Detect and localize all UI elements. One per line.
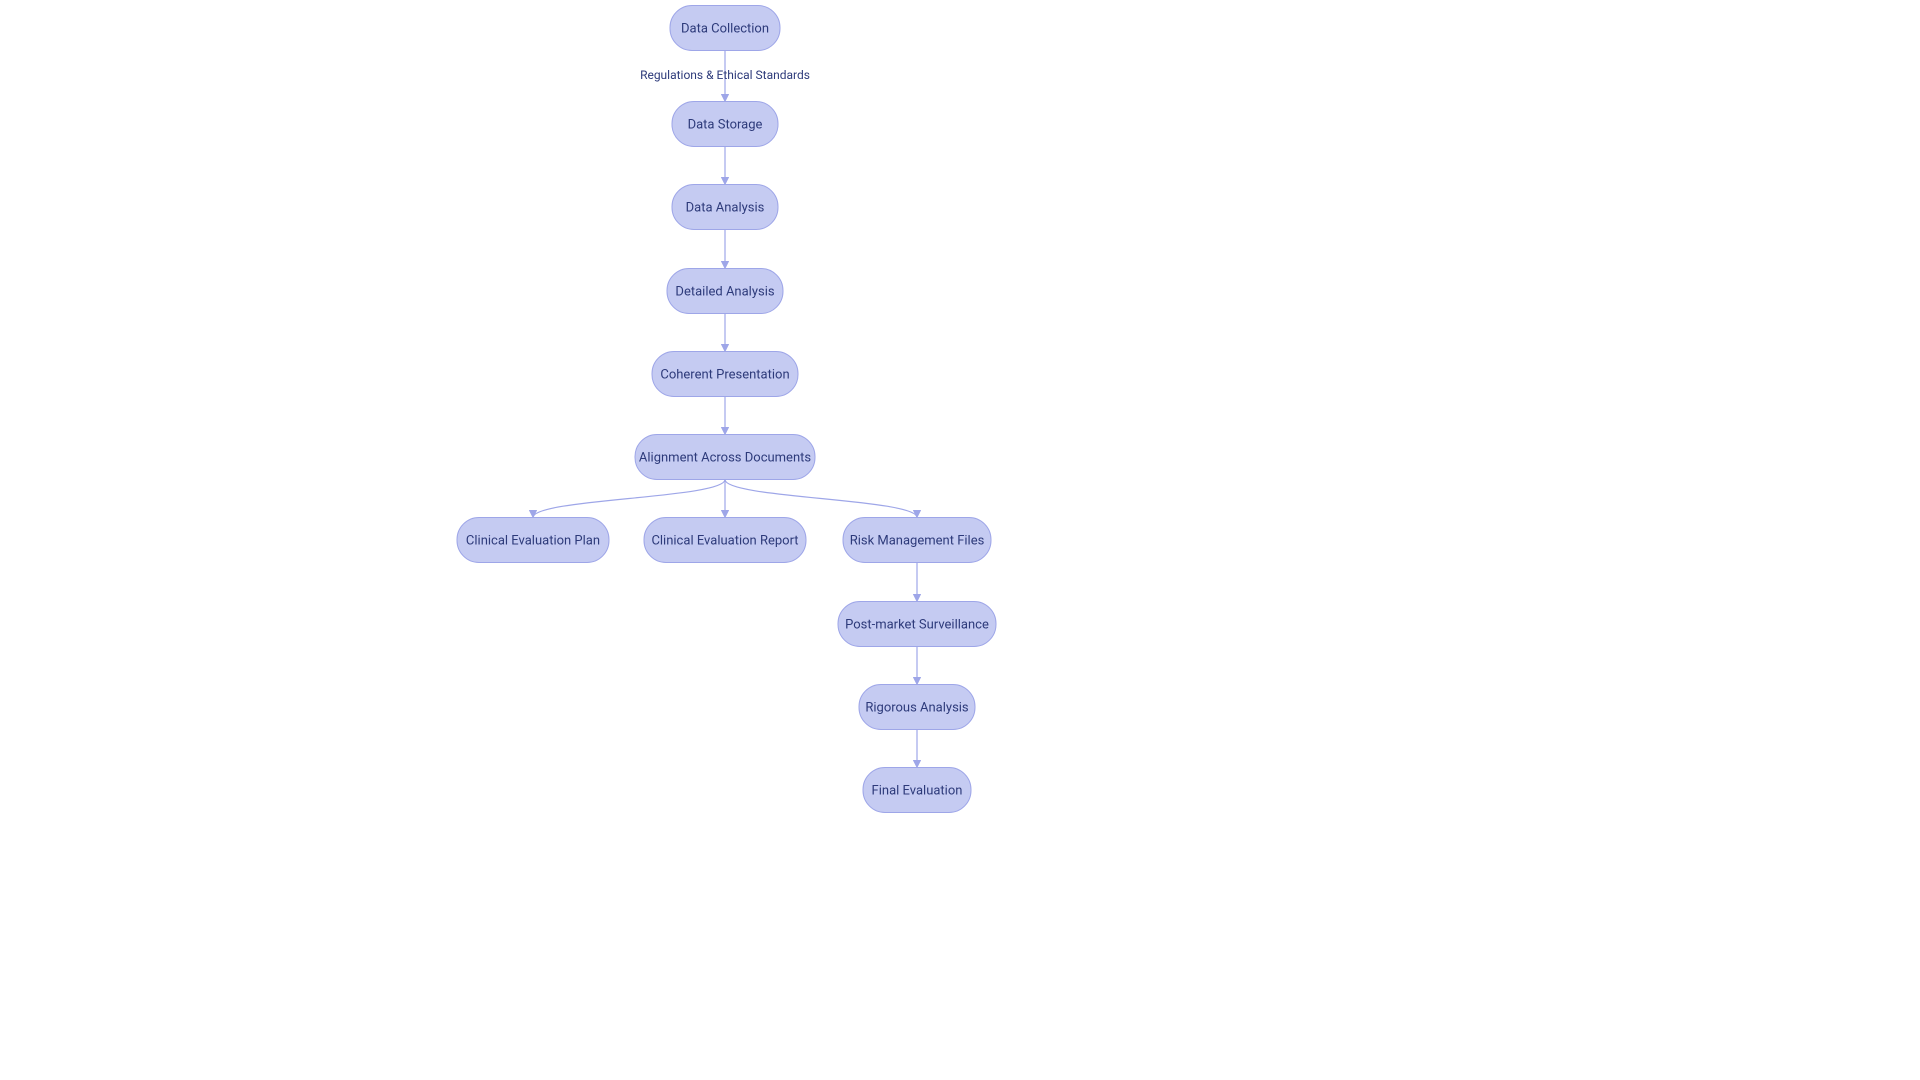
flow-node-label: Coherent Presentation bbox=[660, 367, 789, 382]
edge bbox=[533, 480, 725, 518]
flow-node-label: Risk Management Files bbox=[850, 533, 985, 548]
flow-node-label: Post-market Surveillance bbox=[845, 617, 989, 632]
flow-node-label: Clinical Evaluation Report bbox=[651, 533, 798, 548]
flow-node-label: Clinical Evaluation Plan bbox=[466, 533, 600, 548]
flow-node-label: Alignment Across Documents bbox=[639, 450, 811, 465]
edge bbox=[725, 480, 917, 518]
flow-node-label: Data Collection bbox=[681, 21, 769, 36]
flow-node-label: Detailed Analysis bbox=[675, 284, 774, 299]
flow-node-label: Data Analysis bbox=[686, 200, 765, 215]
flow-node-label: Data Storage bbox=[688, 117, 763, 132]
flowchart-canvas: Data Collection Data Storage Data Analysis… bbox=[0, 0, 1920, 1080]
flow-node-label: Rigorous Analysis bbox=[865, 700, 969, 715]
edge-label: Regulations & Ethical Standards bbox=[640, 68, 810, 82]
flow-node-label: Final Evaluation bbox=[872, 783, 963, 798]
